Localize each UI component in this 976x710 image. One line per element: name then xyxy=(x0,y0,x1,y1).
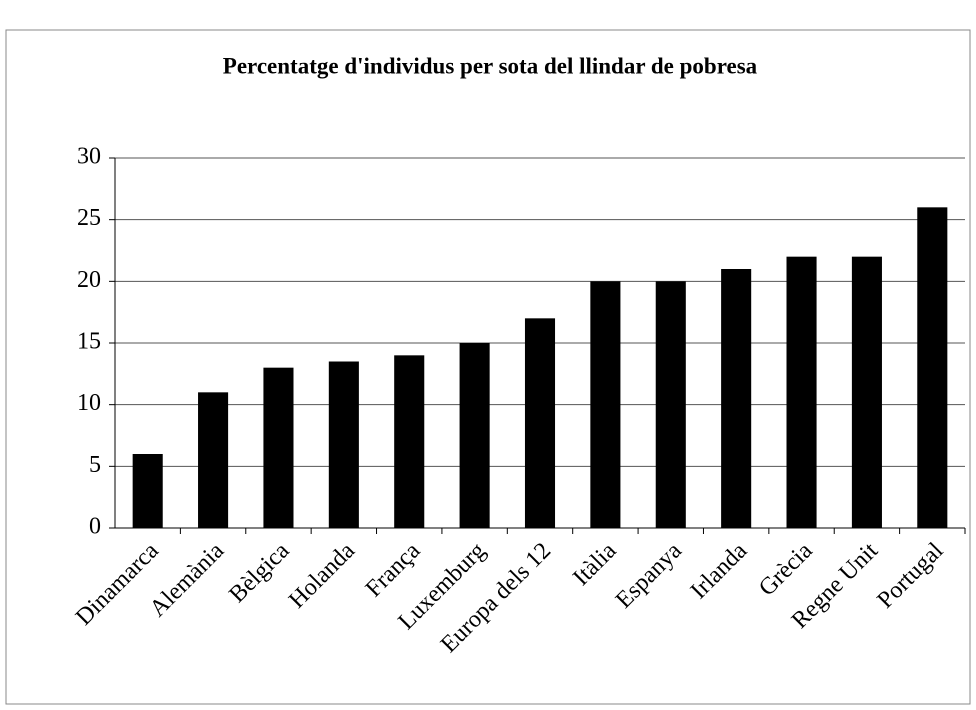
x-tick-label: França xyxy=(361,538,426,603)
bar xyxy=(132,454,163,528)
bar xyxy=(917,207,948,529)
y-tick-label: 20 xyxy=(77,267,101,293)
y-tick-label: 15 xyxy=(77,329,101,355)
bar xyxy=(590,281,621,528)
bar xyxy=(655,281,686,528)
x-tick-label: Irlanda xyxy=(686,538,753,605)
chart-title: Percentatge d'individus per sota del lli… xyxy=(223,53,758,78)
y-tick-label: 10 xyxy=(77,390,101,416)
y-tick-label: 0 xyxy=(89,514,101,540)
bar xyxy=(851,256,882,528)
y-tick-label: 5 xyxy=(89,452,101,478)
chart-frame xyxy=(5,29,971,705)
x-tick-label: Grècia xyxy=(754,538,818,602)
bar xyxy=(328,361,359,528)
x-tick-label: Holanda xyxy=(284,538,360,614)
y-tick-label: 30 xyxy=(77,144,101,170)
bar xyxy=(394,355,425,528)
bar xyxy=(459,343,490,528)
bar xyxy=(198,392,229,528)
bar xyxy=(263,367,294,528)
x-tick-label: Bèlgica xyxy=(224,538,294,608)
x-tick-label: Itàlia xyxy=(568,538,622,592)
x-tick-label: Espanya xyxy=(611,538,687,614)
bar xyxy=(786,256,817,528)
bar xyxy=(721,269,752,528)
x-tick-label: Dinamarca xyxy=(71,538,164,631)
bar xyxy=(524,318,556,528)
y-tick-label: 25 xyxy=(77,205,101,231)
x-tick-label: Portugal xyxy=(873,538,949,614)
